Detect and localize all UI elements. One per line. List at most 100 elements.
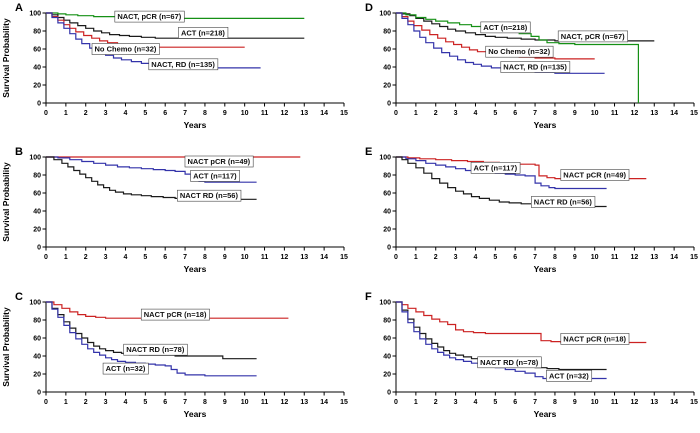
x-tick-label: 10 — [591, 110, 599, 117]
x-tick-label: 13 — [300, 110, 308, 117]
x-tick-label: 15 — [690, 399, 698, 406]
panel-A: 0 1 2 3 4 5 6 7 8 9 10 11 12 13 14 15 0 20 40 60 80 100 NACT, … — [0, 0, 350, 144]
panel-F: 0 1 2 3 4 5 6 7 8 9 10 11 12 13 14 15 0 20 40 60 80 100 NACT p… — [350, 289, 700, 433]
series-label-box — [178, 26, 229, 39]
x-tick-label: 12 — [281, 110, 289, 117]
x-tick-label: 8 — [203, 110, 207, 117]
y-tick-label: 0 — [387, 245, 391, 252]
x-tick-label: 5 — [493, 254, 497, 261]
series-label: NACT, RD (n=135) — [151, 60, 215, 69]
x-tick-label: 9 — [573, 399, 577, 406]
x-tick-label: 8 — [553, 110, 557, 117]
series-label: NACT pCR (n=49) — [563, 171, 626, 180]
x-tick-label: 12 — [281, 254, 289, 261]
y-tick-label: 100 — [379, 299, 391, 306]
x-tick-label: 8 — [203, 254, 207, 261]
x-tick-label: 2 — [84, 110, 88, 117]
x-tick-label: 11 — [611, 110, 619, 117]
x-tick-label: 3 — [454, 399, 458, 406]
x-tick-label: 7 — [533, 254, 537, 261]
x-tick-label: 13 — [300, 399, 308, 406]
y-tick-label: 40 — [33, 209, 41, 216]
x-tick-label: 14 — [670, 110, 678, 117]
y-tick-label: 40 — [33, 65, 41, 72]
x-tick-label: 2 — [434, 110, 438, 117]
series-label: No Chemo (n=32) — [95, 45, 157, 54]
y-tick-label: 40 — [33, 353, 41, 360]
x-tick-label: 13 — [650, 399, 658, 406]
series-label: ACT (n=218) — [181, 28, 225, 37]
x-tick-label: 5 — [143, 399, 147, 406]
x-tick-label: 6 — [513, 399, 517, 406]
x-tick-label: 7 — [183, 110, 187, 117]
x-tick-label: 15 — [340, 110, 348, 117]
x-tick-label: 4 — [124, 110, 128, 117]
panel-letter: A — [15, 2, 23, 14]
panel-letter: C — [15, 291, 23, 303]
series-label: NACT RD (n=56) — [534, 198, 593, 207]
series-label: ACT (n=32) — [549, 371, 589, 380]
x-axis-title: Years — [184, 409, 207, 419]
x-tick-label: 3 — [454, 110, 458, 117]
x-tick-label: 14 — [670, 399, 678, 406]
x-tick-label: 12 — [631, 254, 639, 261]
y-tick-label: 100 — [379, 155, 391, 162]
x-tick-label: 14 — [670, 254, 678, 261]
x-tick-label: 6 — [513, 254, 517, 261]
y-tick-label: 60 — [33, 191, 41, 198]
x-tick-label: 10 — [591, 254, 599, 261]
x-tick-label: 1 — [64, 254, 68, 261]
x-tick-label: 12 — [281, 399, 289, 406]
x-tick-label: 1 — [414, 399, 418, 406]
y-tick-label: 80 — [383, 317, 391, 324]
series-label: NACT pCR (n=49) — [187, 157, 250, 166]
x-tick-label: 14 — [320, 110, 328, 117]
series-label-box — [184, 156, 254, 168]
x-tick-label: 14 — [320, 254, 328, 261]
series-label-box — [546, 369, 593, 382]
x-tick-label: 14 — [320, 399, 328, 406]
series-label-box — [560, 169, 630, 182]
panel-C: 0 1 2 3 4 5 6 7 8 9 10 11 12 13 14 15 0 20 40 60 80 100 NACT p… — [0, 289, 350, 433]
x-tick-label: 6 — [513, 110, 517, 117]
y-tick-label: 60 — [33, 47, 41, 54]
x-tick-label: 2 — [84, 399, 88, 406]
x-tick-label: 10 — [241, 110, 249, 117]
x-tick-label: 1 — [64, 110, 68, 117]
x-tick-label: 3 — [454, 254, 458, 261]
series-label-box — [485, 45, 554, 58]
series-label-box — [470, 162, 521, 174]
series-label: ACT (n=32) — [106, 364, 146, 373]
panel-B: 0 1 2 3 4 5 6 7 8 9 10 11 12 13 14 15 0 20 40 60 80 100 NACT p… — [0, 144, 350, 288]
series-label-box — [177, 190, 242, 202]
y-tick-label: 40 — [383, 65, 391, 72]
series-label: NACT RD (n=78) — [480, 357, 539, 366]
series-label-box — [91, 43, 160, 55]
series-label-box — [114, 10, 185, 23]
x-tick-label: 15 — [340, 254, 348, 261]
x-axis-title: Years — [534, 120, 557, 130]
x-tick-label: 11 — [611, 254, 619, 261]
x-tick-label: 2 — [434, 254, 438, 261]
x-tick-label: 7 — [533, 110, 537, 117]
x-tick-label: 7 — [533, 399, 537, 406]
series-label-box — [500, 61, 571, 73]
x-axis-title: Years — [184, 264, 207, 274]
x-tick-label: 11 — [261, 399, 269, 406]
y-axis-title: Survival Probability — [1, 18, 11, 98]
series-curve — [396, 301, 647, 343]
x-tick-label: 0 — [44, 110, 48, 117]
y-tick-label: 80 — [33, 317, 41, 324]
panel-letter: E — [365, 146, 372, 158]
x-tick-label: 12 — [631, 110, 639, 117]
series-curve — [46, 156, 257, 201]
x-tick-label: 15 — [690, 110, 698, 117]
x-tick-label: 4 — [124, 254, 128, 261]
x-tick-label: 7 — [183, 254, 187, 261]
